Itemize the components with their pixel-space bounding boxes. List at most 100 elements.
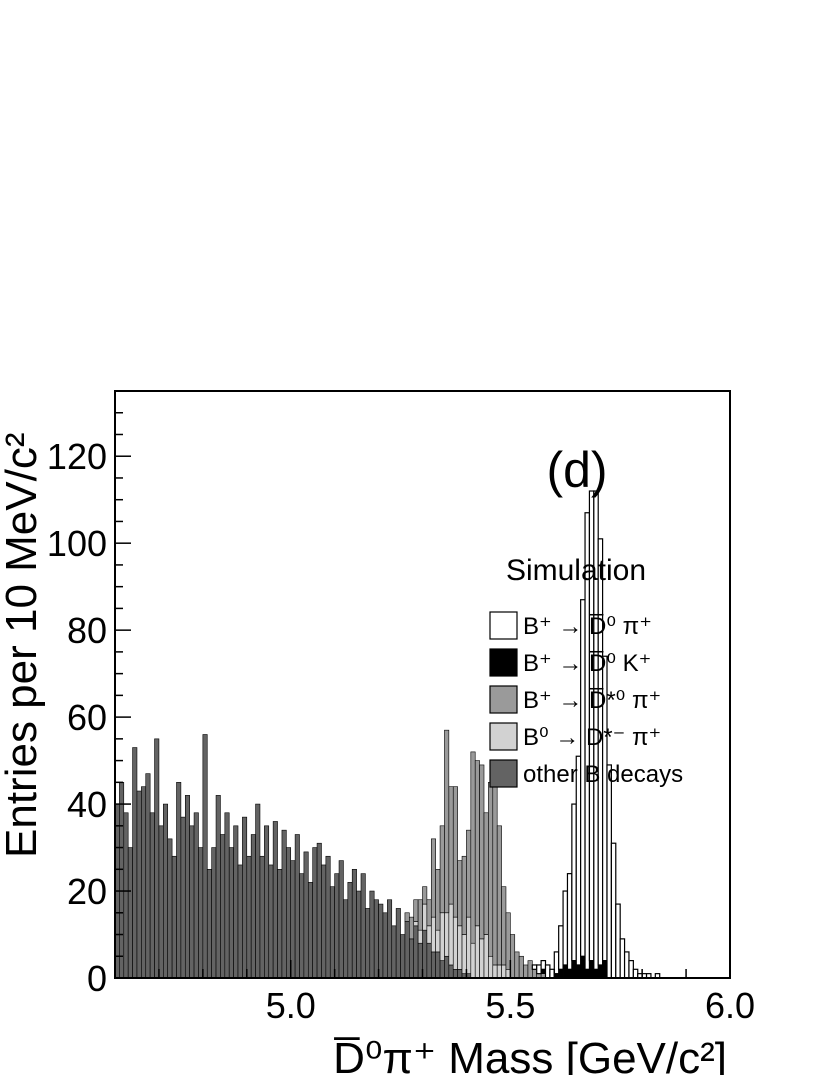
legend-swatch-b-d-k (490, 649, 517, 676)
bar-other-b-decays-16 (185, 795, 189, 978)
bar-other-b-decays-36 (273, 821, 277, 978)
bar-other-b-decays-56 (361, 874, 365, 978)
legend-title: Simulation (506, 554, 646, 587)
bar-other-b-decays-4 (133, 748, 137, 978)
bar-b-d-87 (497, 826, 501, 965)
bar-b-d-76 (449, 904, 453, 965)
bar-other-b-decays-11 (163, 804, 167, 978)
bar-other-b-decays-6 (141, 787, 145, 978)
bar-b-d-96 (537, 965, 541, 974)
bar-b-d-75 (444, 730, 448, 913)
bar-other-b-decays-33 (260, 856, 264, 978)
bar-b-d-80 (466, 917, 470, 974)
bar-other-b-decays-66 (405, 921, 409, 978)
bar-other-b-decays-25 (225, 813, 229, 978)
x-axis-title: D̅⁰π⁺ Mass [GeV/c²] (333, 1034, 727, 1075)
bar-b-d-73 (436, 930, 440, 952)
bar-b-d-k-105 (576, 965, 580, 978)
panel-label: (d) (546, 442, 607, 498)
bar-other-b-decays-78 (458, 969, 462, 978)
bar-other-b-decays-63 (392, 926, 396, 978)
bar-b-d-k-108 (589, 961, 593, 978)
bar-other-b-decays-45 (313, 848, 317, 978)
bar-b-d-k-104 (572, 961, 576, 978)
y-tick-label: 0 (87, 958, 107, 999)
legend-swatch-b-d (490, 612, 517, 639)
bar-b-d-69 (418, 900, 422, 930)
bar-b-d-68 (414, 900, 418, 922)
x-tick-label: 5.5 (485, 985, 535, 1026)
bar-other-b-decays-61 (383, 913, 387, 978)
bar-other-b-decays-21 (207, 869, 211, 978)
bar-b-d-79 (462, 935, 466, 974)
bar-b-d-88 (502, 887, 506, 965)
bar-b-d-113 (611, 843, 615, 978)
bar-b-d-74 (440, 826, 444, 913)
bar-b-d-72 (431, 839, 435, 917)
bar-other-b-decays-39 (286, 848, 290, 978)
y-axis-title: Entries per 10 MeV/c² (0, 433, 46, 859)
bar-other-b-decays-7 (146, 774, 150, 978)
legend-swatch-b-d (490, 686, 517, 713)
legend-label-other-b-decays: other B decays (523, 761, 683, 788)
bar-b-d-110 (598, 539, 602, 965)
bar-b-d-77 (453, 787, 457, 917)
bar-b-d-97 (541, 961, 545, 970)
bar-b-d-92 (519, 956, 523, 978)
bar-b-d-k-97 (541, 969, 545, 973)
bar-other-b-decays-5 (137, 791, 141, 978)
bar-other-b-decays-49 (330, 887, 334, 978)
bar-b-d-102 (563, 891, 567, 965)
bar-b-d-82 (475, 926, 479, 978)
bar-b-d-117 (629, 961, 633, 978)
bar-b-d-81 (471, 752, 475, 943)
legend-label-b-d: B⁰ → D*⁻ π⁺ (523, 724, 661, 751)
bar-b-d-94 (528, 961, 532, 978)
bar-b-d-70 (423, 887, 427, 904)
bar-other-b-decays-47 (321, 865, 325, 978)
bar-b-d-78 (458, 861, 462, 926)
bar-b-d-95 (532, 965, 536, 969)
y-tick-label: 80 (67, 610, 107, 651)
bar-other-b-decays-34 (264, 826, 268, 978)
bar-b-d-104 (572, 804, 576, 961)
bar-b-d-95 (532, 969, 536, 978)
bar-b-d-88 (502, 965, 506, 978)
bar-b-d-76 (449, 787, 453, 904)
bar-other-b-decays-55 (357, 891, 361, 978)
bar-other-b-decays-75 (444, 956, 448, 978)
bar-b-d-79 (462, 856, 466, 934)
bar-b-d-k-106 (581, 956, 585, 978)
bar-b-d-68 (414, 921, 418, 925)
bar-other-b-decays-35 (269, 865, 273, 978)
bar-other-b-decays-29 (242, 817, 246, 978)
bar-b-d-72 (431, 917, 435, 952)
bar-b-d-103 (567, 874, 571, 970)
bar-b-d-112 (607, 765, 611, 978)
bar-other-b-decays-20 (203, 735, 207, 979)
bar-other-b-decays-50 (335, 874, 339, 978)
bar-other-b-decays-43 (304, 852, 308, 978)
bar-other-b-decays-8 (150, 813, 154, 978)
bar-b-d-84 (484, 813, 488, 935)
bar-b-d-86 (493, 778, 497, 965)
bar-b-d-k-102 (563, 965, 567, 978)
bar-other-b-decays-54 (352, 869, 356, 978)
bar-b-d-75 (444, 913, 448, 956)
bar-other-b-decays-58 (370, 891, 374, 978)
bar-other-b-decays-53 (348, 882, 352, 978)
bar-other-b-decays-15 (181, 817, 185, 978)
bar-b-d-k-111 (603, 961, 607, 978)
bar-b-d-66 (405, 913, 409, 922)
bar-other-b-decays-2 (124, 813, 128, 978)
bar-other-b-decays-77 (453, 969, 457, 978)
bar-b-d-98 (546, 965, 550, 978)
bar-other-b-decays-9 (155, 739, 159, 978)
bar-b-d-114 (616, 904, 620, 978)
bar-b-d-k-103 (567, 969, 571, 978)
bar-b-d-80 (466, 830, 470, 917)
bar-b-d-115 (620, 939, 624, 978)
bar-b-d-77 (453, 917, 457, 969)
bar-b-d-86 (493, 965, 497, 978)
y-tick-label: 20 (67, 871, 107, 912)
